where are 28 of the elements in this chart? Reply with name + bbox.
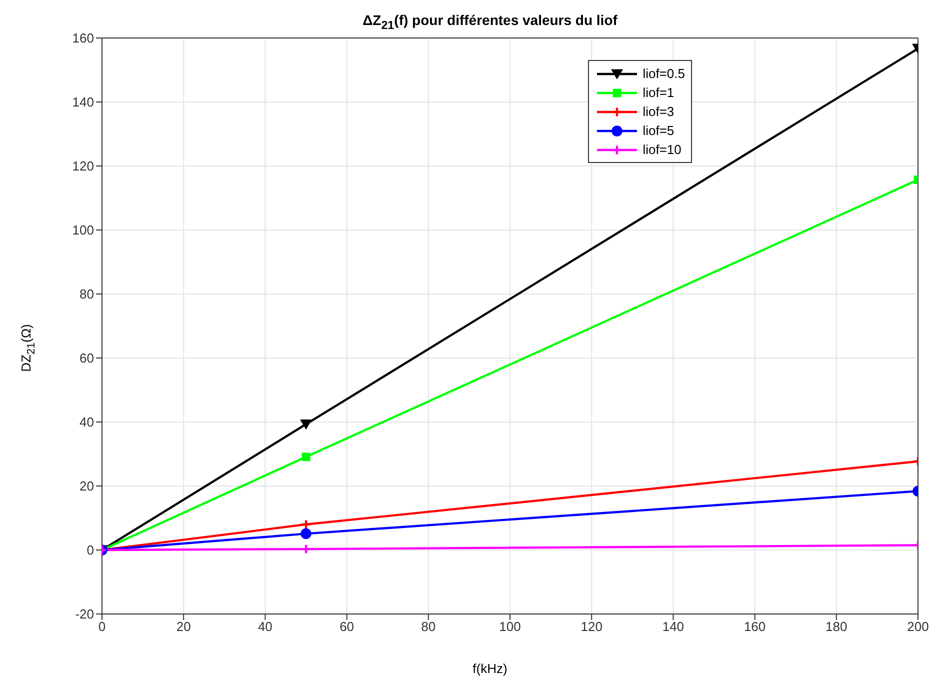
legend-label: liof=10 xyxy=(642,142,682,157)
x-tick-label: 160 xyxy=(744,619,766,634)
x-tick-label: 100 xyxy=(499,619,521,634)
y-tick-label: 20 xyxy=(80,478,94,494)
x-tick-label: 0 xyxy=(98,619,106,634)
y-tick-label: 160 xyxy=(72,30,94,46)
y-tick-label: 80 xyxy=(80,286,94,302)
y-tick-label: -20 xyxy=(75,606,94,622)
x-tick-label: 120 xyxy=(580,619,602,634)
legend-label: liof=3 xyxy=(642,104,674,119)
y-tick-label: 0 xyxy=(86,542,94,558)
y-tick-label: 120 xyxy=(72,158,94,174)
x-axis-title: f(kHz) xyxy=(472,661,508,676)
x-tick-label: 180 xyxy=(826,619,848,634)
y-tick-label: 40 xyxy=(80,414,94,430)
x-tick-label: 20 xyxy=(176,619,191,634)
x-tick-label: 40 xyxy=(258,619,272,634)
legend-label: liof=1 xyxy=(642,85,674,100)
legend-label: liof=5 xyxy=(642,123,674,138)
x-tick-label: 140 xyxy=(662,619,684,634)
x-tick-label: 60 xyxy=(340,619,354,634)
y-tick-label: 60 xyxy=(80,350,94,366)
x-tick-label: 200 xyxy=(907,619,929,634)
y-tick-label: 100 xyxy=(72,222,94,238)
legend-label: liof=0.5 xyxy=(642,66,685,81)
y-tick-label: 140 xyxy=(72,94,94,110)
x-tick-label: 80 xyxy=(421,619,436,634)
chart-title: ΔZ$_{21}$(f) pour différentes valeurs du liof xyxy=(362,12,618,32)
